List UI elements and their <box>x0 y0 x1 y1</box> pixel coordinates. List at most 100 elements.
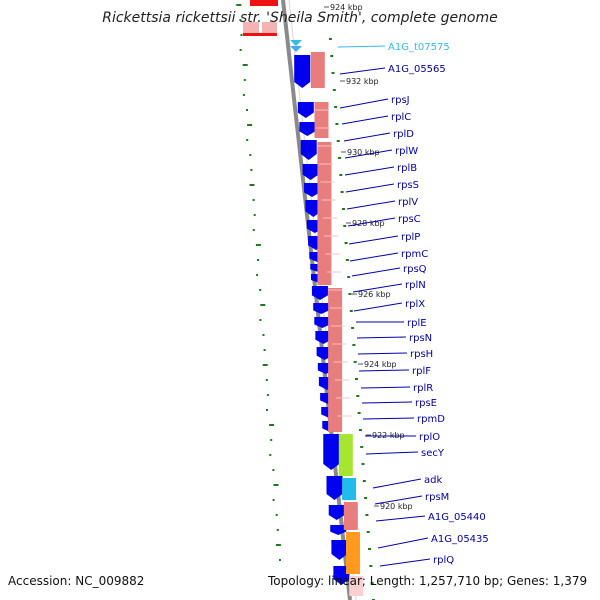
gene-label[interactable]: A1G_t07575 <box>388 42 450 53</box>
scale-tick <box>265 379 268 381</box>
gene-label[interactable]: rpsE <box>415 398 437 409</box>
gene-label[interactable]: rpsN <box>409 333 432 344</box>
gene-label-leader <box>356 336 407 339</box>
gene-label-leader <box>351 267 401 277</box>
scale-tick <box>262 364 268 366</box>
gene-label-leader <box>374 495 423 505</box>
scale-label: 920 kbp <box>380 502 413 511</box>
gene-label-leader <box>357 352 408 355</box>
scale-tick <box>330 55 334 57</box>
scale-tick <box>336 140 340 142</box>
scale-tick <box>278 559 281 561</box>
gene-label[interactable]: rplQ <box>433 555 454 566</box>
gene-label[interactable]: secY <box>421 448 445 459</box>
gene-label-leader <box>343 132 391 142</box>
gene-label[interactable]: rplV <box>398 197 418 208</box>
gene-label[interactable]: rpsS <box>397 180 419 191</box>
gene-label[interactable]: A1G_05435 <box>431 534 489 545</box>
gene-label-leader <box>352 283 403 293</box>
cds-arrow <box>305 200 322 217</box>
gene-label[interactable]: rplW <box>395 146 418 157</box>
scale-tick <box>352 344 356 346</box>
scale-tick <box>249 154 252 156</box>
gene-block <box>243 22 259 36</box>
scale-tick <box>361 463 365 465</box>
cds-arrow <box>326 476 343 500</box>
scale-tick <box>364 497 368 499</box>
gene-label[interactable]: rplD <box>393 129 414 140</box>
scale-tick <box>242 64 248 66</box>
gene-label[interactable]: A1G_05565 <box>388 64 446 75</box>
map-title: Rickettsia rickettsii str. 'Sheila Smith… <box>102 10 498 26</box>
gene-block <box>343 502 358 530</box>
gene-label[interactable]: rpsC <box>398 214 421 225</box>
scale-tick <box>340 191 344 193</box>
scale-tick <box>266 394 269 396</box>
scale-tick <box>356 395 360 397</box>
scale-tick <box>353 361 357 363</box>
scale-tick <box>358 429 362 431</box>
gene-label[interactable]: rpsQ <box>403 264 427 275</box>
accession-text: Accession: NC_009882 <box>8 574 145 588</box>
cds-arrow <box>297 102 314 118</box>
gene-label[interactable]: rplN <box>405 280 426 291</box>
gene-label[interactable]: rplF <box>412 366 431 377</box>
gene-label-leader <box>372 478 422 489</box>
scale-tick <box>357 412 361 414</box>
gene-label-leader <box>344 149 393 159</box>
scale-tick <box>272 499 275 501</box>
gene-label[interactable]: A1G_05440 <box>428 512 486 523</box>
scale-tick <box>242 94 245 96</box>
gene-label[interactable]: rplB <box>397 163 417 174</box>
gene-label[interactable]: rpsH <box>410 349 433 360</box>
gene-label-leader <box>348 235 399 245</box>
scale-tick <box>265 409 268 411</box>
gene-label[interactable]: rplX <box>405 299 425 310</box>
scale-tick <box>263 349 266 351</box>
gene-label[interactable]: rpsJ <box>391 95 410 106</box>
scale-tick <box>239 49 242 51</box>
scale-tick <box>240 34 243 36</box>
gene-label[interactable]: rpmD <box>417 414 445 425</box>
scale-tick <box>253 214 256 216</box>
scale-tick <box>246 139 249 141</box>
cds-arrow <box>331 540 348 560</box>
gene-label-leader <box>337 45 386 48</box>
scale-label: 926 kbp <box>358 290 391 299</box>
gene-label[interactable]: adk <box>424 475 442 486</box>
cds-arrow <box>300 140 317 160</box>
scale-tick <box>255 244 261 246</box>
gene-label-leader <box>339 67 386 75</box>
scale-tick <box>276 529 279 531</box>
scale-tick <box>354 378 358 380</box>
scale-tick <box>351 327 355 329</box>
gene-label[interactable]: rplC <box>391 112 411 123</box>
gene-label-leader <box>377 537 429 549</box>
cds-arrow <box>311 286 328 300</box>
gene-label[interactable]: rplP <box>401 232 420 243</box>
gene-label[interactable]: rplR <box>413 383 433 394</box>
scale-tick <box>348 293 352 295</box>
gene-block <box>310 52 325 88</box>
scale-label: 924 kbp <box>364 360 397 369</box>
gene-label[interactable]: rpmC <box>401 249 428 260</box>
gene-label-leader <box>349 252 399 262</box>
gene-label-leader <box>365 451 419 455</box>
gene-block <box>250 0 278 6</box>
scale-tick <box>338 157 342 159</box>
cds-arrow <box>313 303 330 314</box>
gene-label-leader <box>341 115 389 125</box>
cds-arrow <box>314 317 331 328</box>
genome-summary-text: Topology: linear; Length: 1,257,710 bp; … <box>268 574 588 588</box>
scale-tick <box>275 544 281 546</box>
scale-tick <box>341 208 345 210</box>
scale-tick <box>252 199 255 201</box>
gene-label[interactable]: rplE <box>407 318 427 329</box>
scale-tick <box>331 72 335 74</box>
gene-label-leader <box>345 183 395 193</box>
gene-label-leader <box>347 217 396 227</box>
gene-label[interactable]: rpsM <box>425 492 449 503</box>
gene-label[interactable]: rplO <box>419 432 440 443</box>
gene-block <box>342 478 357 500</box>
